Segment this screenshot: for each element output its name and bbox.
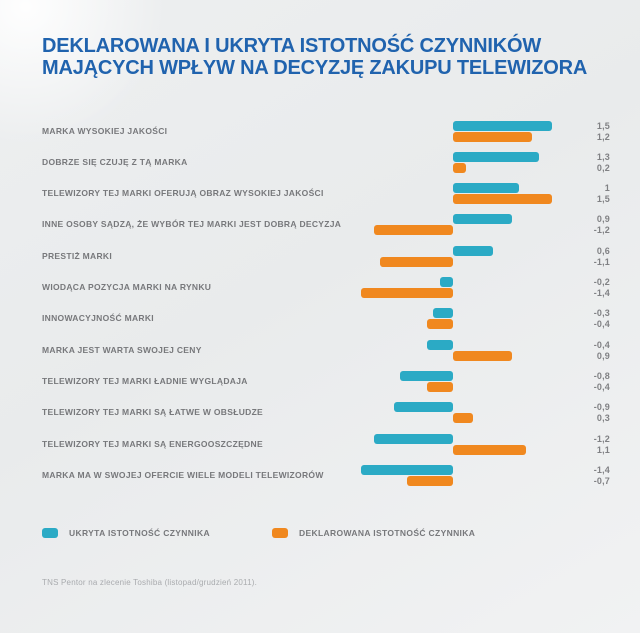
row-values: 0,6 -1,1: [550, 246, 610, 268]
bar-ukryta: [426, 339, 453, 350]
value-ukryta: 1,5: [596, 120, 610, 131]
chart-row: PRESTIŻ MARKI 0,6 -1,1: [0, 245, 640, 268]
legend-item-ukryta: UKRYTA ISTOTNOŚĆ CZYNNIKA: [42, 527, 210, 539]
row-label: WIODĄCA POZYCJA MARKI NA RYNKU: [42, 282, 212, 292]
value-ukryta: -0,8: [593, 370, 610, 381]
row-values: -0,8 -0,4: [550, 371, 610, 393]
bar-deklarowana: [360, 288, 453, 298]
value-ukryta: 1,3: [596, 151, 610, 162]
value-deklarowana: -1,2: [593, 225, 610, 236]
value-ukryta: 1: [604, 183, 610, 194]
row-label: MARKA JEST WARTA SWOJEJ CENY: [42, 344, 202, 355]
value-deklarowana: 0,9: [596, 350, 610, 361]
row-label: TELEWIZORY TEJ MARKI SĄ ŁATWE W OBSŁUDZE: [42, 407, 264, 418]
value-ukryta: 0,9: [596, 214, 610, 225]
legend-swatch-deklarowana-icon: [272, 528, 288, 538]
bar-ukryta: [453, 120, 552, 131]
value-ukryta: -0,3: [593, 308, 610, 319]
bar-ukryta: [439, 277, 453, 287]
chart-row: TELEWIZORY TEJ MARKI ŁADNIE WYGLĄDAJA -0,…: [0, 370, 640, 393]
value-ukryta: -0,9: [593, 402, 610, 413]
value-ukryta: -0,2: [593, 277, 610, 287]
bar-deklarowana: [380, 256, 453, 267]
row-label: TELEWIZORY TEJ MARKI SĄ ENERGOOSZCZĘDNE: [42, 438, 263, 449]
row-values: -0,3 -0,4: [550, 308, 610, 330]
row-values: 1,3 0,2: [550, 152, 610, 174]
value-deklarowana: -1,1: [593, 256, 610, 267]
bar-ukryta: [400, 370, 453, 381]
row-values: 1 1,5: [550, 183, 610, 205]
chart-title: DEKLAROWANA I UKRYTA ISTOTNOŚĆ CZYNNIKÓW…: [42, 35, 612, 79]
value-deklarowana: 0,3: [596, 413, 610, 424]
row-values: 1,5 1,2: [550, 121, 610, 143]
row-values: -1,2 1,1: [550, 434, 610, 456]
value-ukryta: -1,4: [593, 464, 610, 475]
source-note: TNS Pentor na zlecenie Toshiba (listopad…: [42, 578, 258, 587]
value-deklarowana: -0,4: [593, 381, 610, 392]
bar-deklarowana: [453, 350, 513, 361]
value-ukryta: -0,4: [593, 339, 610, 350]
chart-title-line2: MAJĄCYCH WPŁYW NA DECYZJĘ ZAKUPU TELEWIZ…: [42, 56, 588, 79]
value-ukryta: 0,6: [596, 245, 610, 256]
bar-deklarowana: [453, 162, 467, 173]
row-label: TELEWIZORY TEJ MARKI OFERUJĄ OBRAZ WYSOK…: [42, 188, 324, 199]
bar-deklarowana: [406, 475, 453, 486]
chart-row: INNOWACYJNOŚĆ MARKI -0,3 -0,4: [0, 308, 640, 330]
row-values: -0,4 0,9: [550, 340, 610, 362]
bar-ukryta: [453, 214, 513, 225]
chart-row: TELEWIZORY TEJ MARKI SĄ ENERGOOSZCZĘDNE -…: [0, 433, 640, 456]
row-label: MARKA MA W SWOJEJ OFERCIE WIELE MODELI T…: [42, 469, 324, 480]
bar-deklarowana: [426, 381, 453, 392]
bar-ukryta: [453, 183, 519, 194]
bar-deklarowana: [373, 225, 453, 236]
bar-deklarowana: [453, 131, 533, 142]
value-deklarowana: 0,2: [596, 162, 610, 173]
chart-row: DOBRZE SIĘ CZUJĘ Z TĄ MARKA 1,3 0,2: [0, 151, 640, 174]
row-label: INNE OSOBY SĄDZĄ, ŻE WYBÓR TEJ MARKI JES…: [42, 219, 342, 230]
row-label: MARKA WYSOKIEJ JAKOŚCI: [42, 125, 168, 136]
bar-deklarowana: [453, 194, 552, 205]
row-values: -0,2 -1,4: [550, 277, 610, 299]
bar-ukryta: [453, 245, 493, 256]
legend-swatch-ukryta-icon: [42, 528, 58, 538]
legend-label-deklarowana: DEKLAROWANA ISTOTNOŚĆ CZYNNIKA: [299, 528, 476, 538]
chart-row: MARKA MA W SWOJEJ OFERCIE WIELE MODELI T…: [0, 464, 640, 487]
chart-title-line1: DEKLAROWANA I UKRYTA ISTOTNOŚĆ CZYNNIKÓW: [42, 35, 542, 57]
row-label: PRESTIŻ MARKI: [42, 250, 113, 261]
bar-deklarowana: [453, 444, 526, 455]
chart-row: MARKA WYSOKIEJ JAKOŚCI 1,5 1,2: [0, 120, 640, 143]
bar-ukryta: [360, 464, 453, 475]
value-ukryta: -1,2: [593, 433, 610, 444]
chart-row: MARKA JEST WARTA SWOJEJ CENY -0,4 0,9: [0, 339, 640, 362]
bar-ukryta: [453, 151, 539, 162]
legend-label-ukryta: UKRYTA ISTOTNOŚĆ CZYNNIKA: [69, 528, 210, 538]
value-deklarowana: -0,4: [593, 319, 610, 330]
value-deklarowana: -0,7: [593, 475, 610, 486]
bar-deklarowana: [426, 319, 453, 330]
value-deklarowana: 1,2: [596, 131, 610, 142]
bar-ukryta: [433, 308, 453, 319]
legend-item-deklarowana: DEKLAROWANA ISTOTNOŚĆ CZYNNIKA: [272, 527, 475, 539]
value-deklarowana: -1,4: [593, 288, 610, 298]
value-deklarowana: 1,5: [596, 194, 610, 205]
row-label: DOBRZE SIĘ CZUJĘ Z TĄ MARKA: [42, 156, 188, 167]
row-values: -1,4 -0,7: [550, 465, 610, 487]
chart-row: WIODĄCA POZYCJA MARKI NA RYNKU -0,2 -1,4: [0, 277, 640, 299]
value-deklarowana: 1,1: [596, 444, 610, 455]
chart-row: TELEWIZORY TEJ MARKI OFERUJĄ OBRAZ WYSOK…: [0, 183, 640, 205]
row-label: TELEWIZORY TEJ MARKI ŁADNIE WYGLĄDAJA: [42, 375, 248, 386]
bar-deklarowana: [453, 413, 473, 424]
bar-ukryta: [393, 402, 453, 413]
row-values: 0,9 -1,2: [550, 214, 610, 236]
row-values: -0,9 0,3: [550, 402, 610, 424]
bar-ukryta: [373, 433, 453, 444]
chart-row: TELEWIZORY TEJ MARKI SĄ ŁATWE W OBSŁUDZE…: [0, 402, 640, 424]
chart-row: INNE OSOBY SĄDZĄ, ŻE WYBÓR TEJ MARKI JES…: [0, 214, 640, 236]
row-label: INNOWACYJNOŚĆ MARKI: [42, 313, 154, 324]
